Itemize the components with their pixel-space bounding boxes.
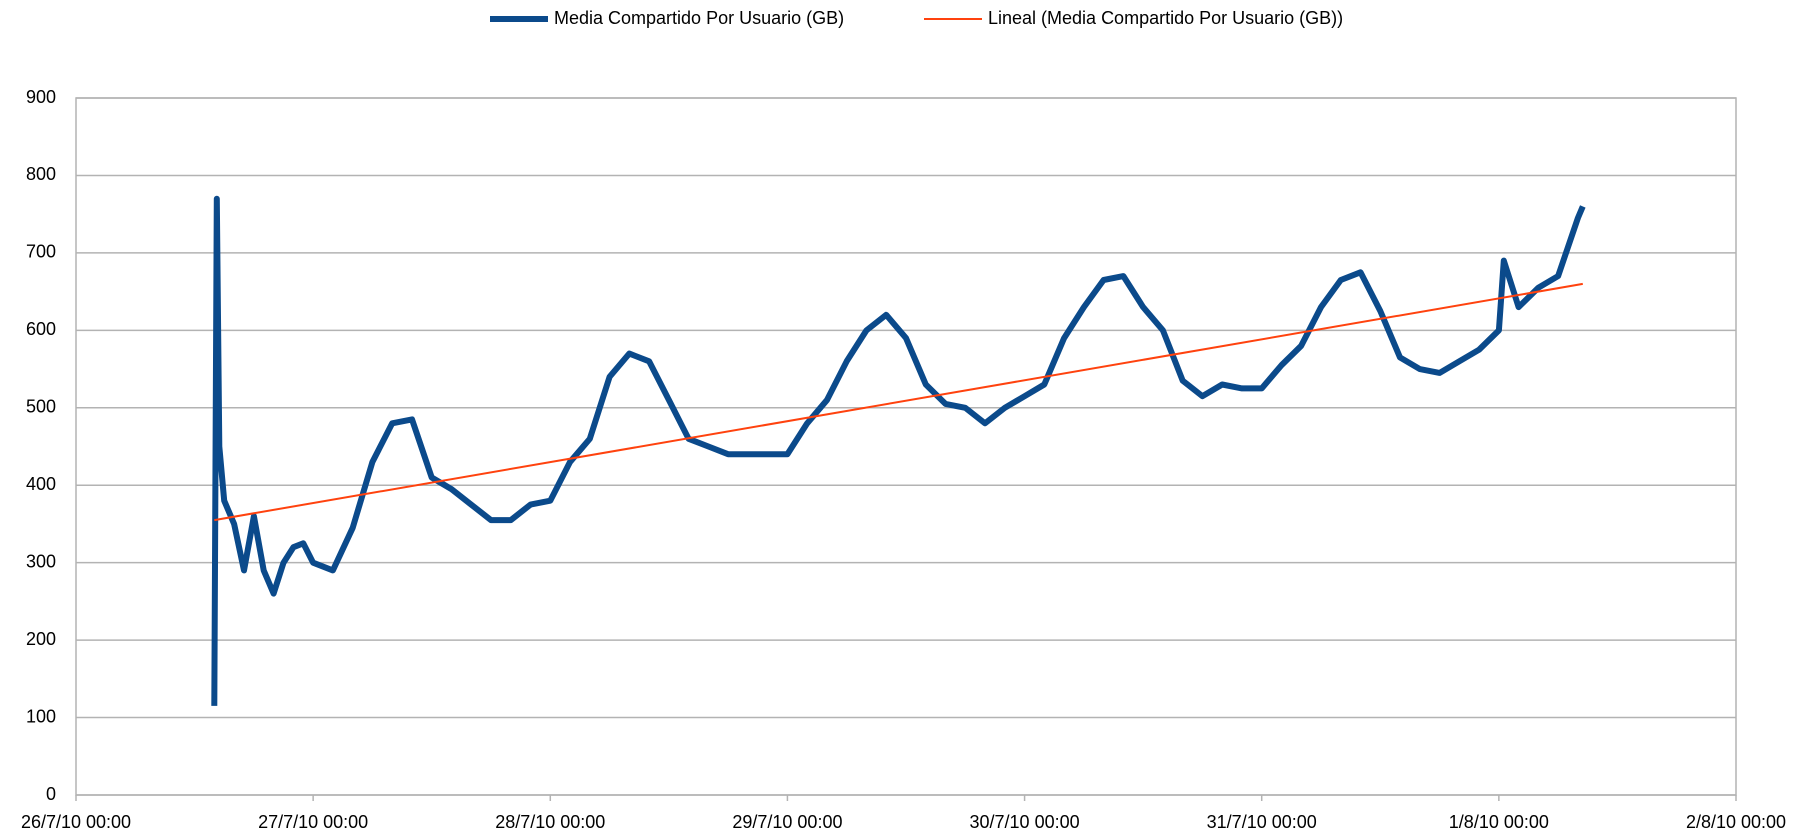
data-line — [211, 195, 1586, 706]
x-tick-label: 28/7/10 00:00 — [495, 812, 605, 832]
x-tick-label: 27/7/10 00:00 — [258, 812, 368, 832]
x-tick-label: 30/7/10 00:00 — [970, 812, 1080, 832]
y-tick-label: 800 — [26, 164, 56, 184]
y-tick-label: 900 — [26, 87, 56, 107]
y-tick-label: 500 — [26, 397, 56, 417]
y-tick-label: 100 — [26, 706, 56, 726]
y-tick-label: 400 — [26, 474, 56, 494]
legend-label: Lineal (Media Compartido Por Usuario (GB… — [988, 8, 1343, 28]
trend-line — [214, 282, 1583, 522]
x-tick-label: 1/8/10 00:00 — [1449, 812, 1549, 832]
x-tick-label: 2/8/10 00:00 — [1686, 812, 1786, 832]
x-tick-label: 26/7/10 00:00 — [21, 812, 131, 832]
y-tick-label: 300 — [26, 551, 56, 571]
y-tick-label: 200 — [26, 629, 56, 649]
x-tick-label: 31/7/10 00:00 — [1207, 812, 1317, 832]
y-tick-label: 600 — [26, 319, 56, 339]
y-tick-label: 700 — [26, 242, 56, 262]
legend-label: Media Compartido Por Usuario (GB) — [554, 8, 844, 28]
x-tick-label: 29/7/10 00:00 — [732, 812, 842, 832]
plot-frame — [75, 97, 1737, 796]
y-tick-label: 0 — [46, 784, 56, 804]
